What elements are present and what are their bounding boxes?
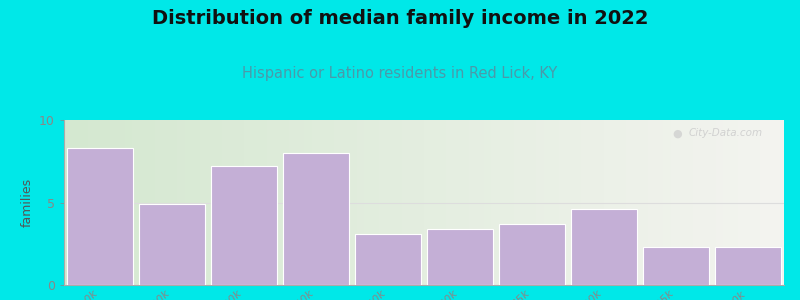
Bar bbox=[643, 247, 709, 285]
Bar bbox=[499, 224, 565, 285]
Bar bbox=[715, 247, 781, 285]
Bar bbox=[571, 209, 637, 285]
Bar bbox=[139, 204, 205, 285]
Bar bbox=[211, 166, 277, 285]
Bar bbox=[283, 153, 349, 285]
Bar bbox=[427, 229, 493, 285]
Text: City-Data.com: City-Data.com bbox=[688, 128, 762, 138]
Text: Hispanic or Latino residents in Red Lick, KY: Hispanic or Latino residents in Red Lick… bbox=[242, 66, 558, 81]
Bar bbox=[355, 234, 421, 285]
Text: ●: ● bbox=[672, 128, 682, 138]
Y-axis label: families: families bbox=[21, 178, 34, 227]
Bar bbox=[67, 148, 133, 285]
Text: Distribution of median family income in 2022: Distribution of median family income in … bbox=[152, 9, 648, 28]
